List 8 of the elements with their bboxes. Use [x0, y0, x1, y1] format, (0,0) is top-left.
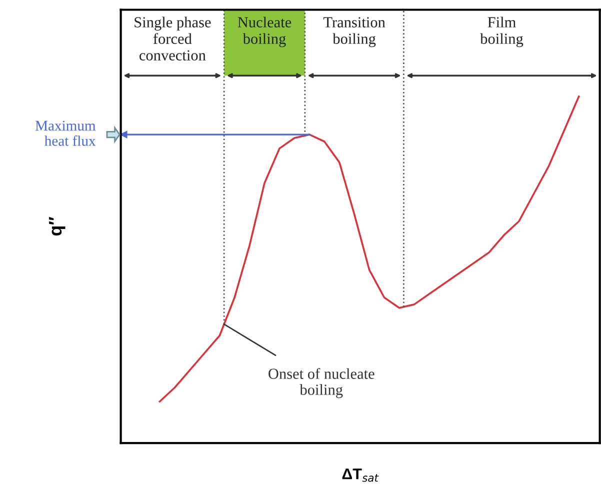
text: Film boiling: [480, 16, 524, 48]
text: Single phase forced convection: [134, 16, 211, 60]
annotation: Onset of nucleate boiling: [268, 368, 374, 398]
text: Nucleate boiling: [238, 16, 292, 48]
x-axis-title: ΔT$_{sat}$: [342, 468, 379, 482]
text: Transition boiling: [323, 17, 386, 48]
ref-line-label: Maximum heat flux: [35, 120, 96, 146]
y-axis-title: q″: [49, 216, 66, 236]
